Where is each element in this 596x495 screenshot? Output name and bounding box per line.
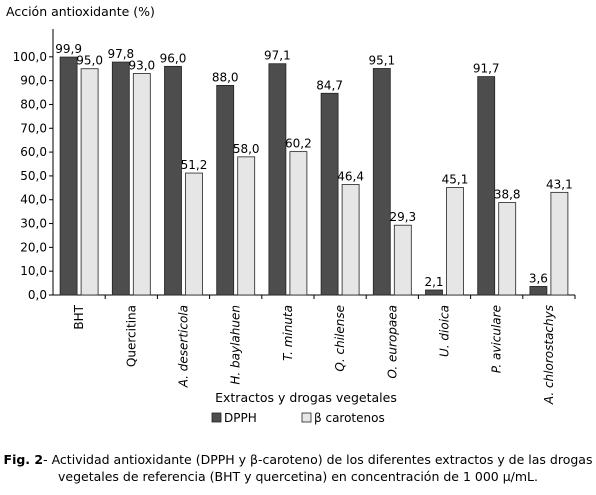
y-tick-label: 70,0 <box>20 121 47 135</box>
y-tick-label: 80,0 <box>20 97 47 111</box>
x-category-label: A. chlorostachys <box>542 305 556 405</box>
bar-value-label: 38,8 <box>494 188 521 202</box>
bar-dpph <box>216 85 235 296</box>
bar-beta-carotenos <box>132 73 151 296</box>
bar-beta-carotenos <box>185 172 203 296</box>
x-axis-category-labels: BHT Quercitina A. deserticola H. baylahuen T… <box>72 304 556 405</box>
bar-dpph <box>477 76 496 296</box>
bar-value-label: 99,9 <box>55 42 82 56</box>
y-tick-label: 100,0 <box>13 50 47 64</box>
x-category-label: A. deserticola <box>177 305 191 388</box>
y-tick-label: 30,0 <box>20 217 47 231</box>
legend-swatch-beta-carotenos <box>301 412 312 423</box>
bar-beta-carotenos <box>393 224 412 296</box>
bar-beta-carotenos <box>446 187 464 296</box>
bar-value-label: 51,2 <box>181 158 208 172</box>
bars <box>59 56 569 296</box>
bar-value-label: 95,1 <box>368 53 395 67</box>
y-axis-title: Acción antioxidante (%) <box>6 4 155 19</box>
bar-dpph <box>372 68 391 296</box>
y-tick-label: 0,0 <box>28 288 47 302</box>
x-category-label: P. aviculare <box>490 305 504 373</box>
y-tick-label: 10,0 <box>20 264 47 278</box>
bar-value-label: 95,0 <box>76 54 103 68</box>
bar-beta-carotenos <box>498 202 517 296</box>
x-axis-title: Extractos y drogas vegetales <box>215 390 397 405</box>
bar-dpph <box>425 289 443 296</box>
x-category-label: BHT <box>72 304 86 329</box>
bar-value-label: 84,7 <box>316 78 343 92</box>
legend: DPPH β carotenos <box>211 411 385 425</box>
bar-dpph <box>320 92 339 296</box>
legend-swatch-dpph <box>211 412 222 423</box>
bar-value-label: 45,1 <box>442 173 469 187</box>
bar-value-label: 97,8 <box>107 47 134 61</box>
y-tick-label: 90,0 <box>20 74 47 88</box>
bar-value-label: 88,0 <box>212 70 239 84</box>
bar-value-labels: 99,995,0 97,893,0 96,0 51,2 88,0 58,0 97,1 60,2… <box>55 42 573 289</box>
bar-dpph <box>164 65 182 296</box>
figure-caption: Fig. 2- Actividad antioxidante (DPPH y β… <box>0 451 596 485</box>
legend-label-dpph: DPPH <box>224 411 257 425</box>
y-tick-label: 40,0 <box>20 193 47 207</box>
bar-beta-carotenos <box>341 184 360 296</box>
bar-value-label: 46,4 <box>337 169 364 183</box>
x-category-label: O. europaea <box>385 305 399 379</box>
x-category-label: Q. chilense <box>333 305 347 372</box>
bar-beta-carotenos <box>80 68 99 296</box>
bar-dpph <box>529 286 548 296</box>
bar-beta-carotenos <box>550 191 569 296</box>
bar-value-label: 97,1 <box>264 49 291 63</box>
x-category-label: U. dioica <box>438 305 452 357</box>
bar-value-label: 2,1 <box>424 275 443 289</box>
bar-value-label: 93,0 <box>128 58 155 72</box>
x-category-label: Quercitina <box>124 305 138 367</box>
bar-beta-carotenos <box>237 156 256 296</box>
x-category-label: T. minuta <box>281 305 295 361</box>
bar-beta-carotenos <box>289 151 308 296</box>
bar-dpph <box>268 63 287 296</box>
bar-value-label: 3,6 <box>529 271 548 285</box>
x-category-label: H. baylahuen <box>229 305 243 385</box>
bar-chart: 0,0 10,0 20,0 30,0 40,0 50,0 60,0 70,0 80,0 90,0 1… <box>6 4 576 425</box>
bar-dpph <box>59 56 78 296</box>
legend-label-beta-carotenos: β carotenos <box>314 411 385 425</box>
y-tick-label: 60,0 <box>20 145 47 159</box>
caption-text: - Actividad antioxidante (DPPH y β-carot… <box>43 452 593 484</box>
bar-value-label: 60,2 <box>285 137 312 151</box>
bar-value-label: 91,7 <box>473 62 500 76</box>
bar-value-label: 96,0 <box>160 51 187 65</box>
caption-prefix: Fig. 2 <box>3 452 44 467</box>
bar-value-label: 29,3 <box>389 210 416 224</box>
y-axis-tick-labels: 0,0 10,0 20,0 30,0 40,0 50,0 60,0 70,0 80,0 90,0 1… <box>13 50 47 302</box>
bar-value-label: 43,1 <box>546 177 573 191</box>
y-tick-label: 50,0 <box>20 169 47 183</box>
y-tick-label: 20,0 <box>20 240 47 254</box>
bar-value-label: 58,0 <box>233 142 260 156</box>
bar-dpph <box>111 61 130 296</box>
